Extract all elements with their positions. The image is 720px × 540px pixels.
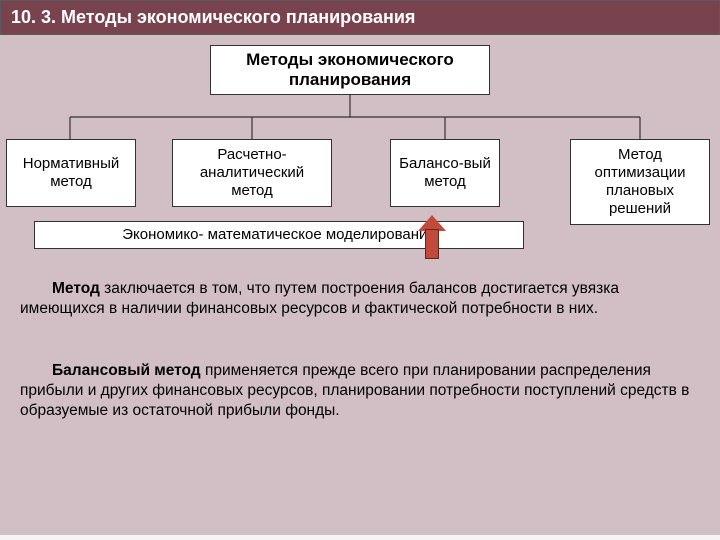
paragraph-1: Балансовый метод применяется прежде всег… xyxy=(6,361,714,421)
method-label: Нормативный метод xyxy=(13,155,129,191)
header-text: 10. 3. Методы экономического планировани… xyxy=(11,7,415,27)
wide-method-box: Экономико- математическое моделирование xyxy=(34,221,524,249)
method-label: Расчетно-аналитический метод xyxy=(179,146,325,200)
arrow-up-icon xyxy=(418,215,446,259)
paragraph-lead: Балансовый метод xyxy=(52,362,201,379)
method-box-normativny: Нормативный метод xyxy=(6,139,136,207)
method-box-optimizacii: Метод оптимизации плановых решений xyxy=(570,139,710,225)
diagram-title-text: Методы экономического планирования xyxy=(217,50,483,91)
paragraph-body: заключается в том, что путем построения … xyxy=(20,280,619,317)
diagram-title-box: Методы экономического планирования xyxy=(210,45,490,95)
paragraph-0: Метод заключается в том, что путем постр… xyxy=(6,279,714,319)
method-box-raschetno: Расчетно-аналитический метод xyxy=(172,139,332,207)
wide-method-text: Экономико- математическое моделирование xyxy=(122,226,435,244)
slide-header: 10. 3. Методы экономического планировани… xyxy=(0,0,720,35)
method-label: Метод оптимизации плановых решений xyxy=(577,146,703,218)
method-box-balansovy: Балансо-вый метод xyxy=(390,139,500,207)
slide-content: Методы экономического планирования Норма… xyxy=(0,35,720,535)
arrow-stem xyxy=(425,229,439,259)
method-label: Балансо-вый метод xyxy=(397,155,493,191)
paragraph-lead: Метод xyxy=(52,280,100,297)
